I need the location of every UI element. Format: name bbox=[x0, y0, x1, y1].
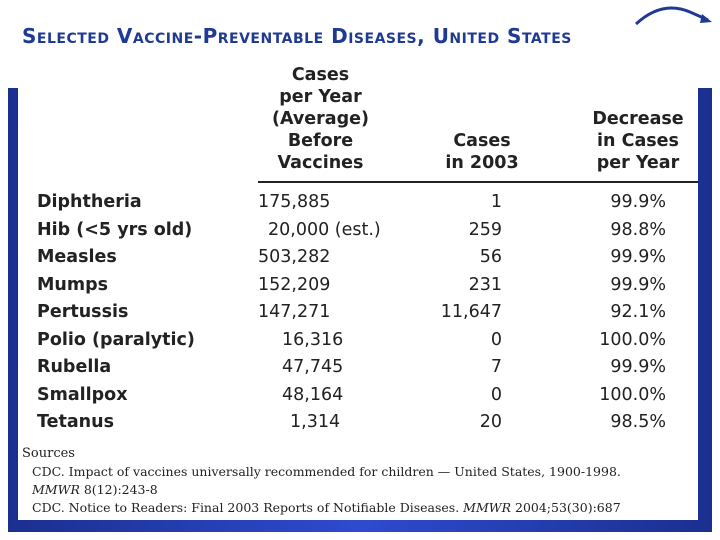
decrease-percent: 99.9% bbox=[610, 274, 666, 295]
disease-name: Diphtheria bbox=[37, 192, 142, 212]
decrease-percent: 100.0% bbox=[599, 329, 666, 350]
header-rule bbox=[258, 181, 698, 183]
cases-2003: 1 bbox=[490, 192, 502, 212]
disease-name: Tetanus bbox=[37, 412, 114, 432]
cases-2003: 0 bbox=[490, 384, 502, 405]
cases-before: 152,209 bbox=[258, 274, 331, 295]
table-row: Rubella 47,745 7 99.9% bbox=[0, 355, 720, 383]
cases-before: 48,164 bbox=[282, 384, 344, 405]
header-cases-2003: Cases in 2003 bbox=[445, 131, 519, 173]
table-row: Tetanus 1,314 20 98.5% bbox=[0, 410, 720, 438]
cases-2003: 0 bbox=[490, 329, 502, 350]
header-before-vaccines: Cases per Year (Average) Before Vaccines bbox=[271, 65, 370, 173]
decrease-percent: 99.9% bbox=[610, 192, 666, 212]
table-row: Polio (paralytic) 16,316 0 100.0% bbox=[0, 328, 720, 356]
cases-2003: 11,647 bbox=[440, 302, 502, 322]
cases-2003: 20 bbox=[479, 412, 502, 432]
header-decrease: Decrease in Cases per Year bbox=[592, 109, 684, 173]
cases-2003: 56 bbox=[479, 247, 502, 267]
table-row: Measles 503,282 56 99.9% bbox=[0, 245, 720, 273]
table-row: Pertussis 147,271 11,647 92.1% bbox=[0, 300, 720, 328]
table-row: Mumps 152,209 231 99.9% bbox=[0, 273, 720, 301]
slide-title: Selected Vaccine-Preventable Diseases, U… bbox=[22, 24, 572, 48]
decrease-percent: 99.9% bbox=[610, 247, 666, 267]
source-line-3: CDC. Notice to Readers: Final 2003 Repor… bbox=[32, 500, 621, 515]
disease-table: Diphtheria 175,885 1 99.9% Hib (<5 yrs o… bbox=[0, 190, 720, 438]
disease-name: Rubella bbox=[37, 357, 112, 377]
source-line-2: MMWR 8(12):243-8 bbox=[32, 482, 158, 497]
cases-before: 147,271 bbox=[258, 302, 331, 322]
table-row: Hib (<5 yrs old) 20,000 (est.) 259 98.8% bbox=[0, 218, 720, 246]
cases-before: 47,745 bbox=[282, 357, 344, 377]
cases-2003: 259 bbox=[468, 219, 502, 240]
disease-name: Hib (<5 yrs old) bbox=[37, 219, 193, 240]
table-row: Smallpox 48,164 0 100.0% bbox=[0, 383, 720, 411]
cases-before: 175,885 bbox=[258, 192, 331, 212]
decrease-percent: 98.8% bbox=[610, 219, 666, 240]
disease-name: Measles bbox=[37, 247, 117, 267]
sources-heading: Sources bbox=[22, 446, 75, 461]
cases-before: 503,282 bbox=[258, 247, 331, 267]
cases-2003: 231 bbox=[468, 274, 502, 295]
decrease-percent: 98.5% bbox=[610, 412, 666, 432]
source-line-1: CDC. Impact of vaccines universally reco… bbox=[32, 464, 621, 479]
logo-arc-icon bbox=[634, 6, 712, 26]
decrease-percent: 92.1% bbox=[610, 302, 666, 322]
disease-name: Mumps bbox=[37, 274, 109, 295]
cases-2003: 7 bbox=[490, 357, 502, 377]
disease-name: Pertussis bbox=[37, 302, 129, 322]
sources-block: Sources CDC. Impact of vaccines universa… bbox=[18, 442, 698, 520]
decrease-percent: 100.0% bbox=[599, 384, 666, 405]
decrease-percent: 99.9% bbox=[610, 357, 666, 377]
disease-name: Smallpox bbox=[37, 384, 128, 405]
table-panel bbox=[18, 62, 698, 442]
cases-before: 1,314 bbox=[290, 412, 341, 432]
cases-before: 20,000 (est.) bbox=[268, 219, 381, 240]
disease-name: Polio (paralytic) bbox=[37, 329, 195, 350]
cases-before: 16,316 bbox=[282, 329, 344, 350]
table-row: Diphtheria 175,885 1 99.9% bbox=[0, 190, 720, 218]
